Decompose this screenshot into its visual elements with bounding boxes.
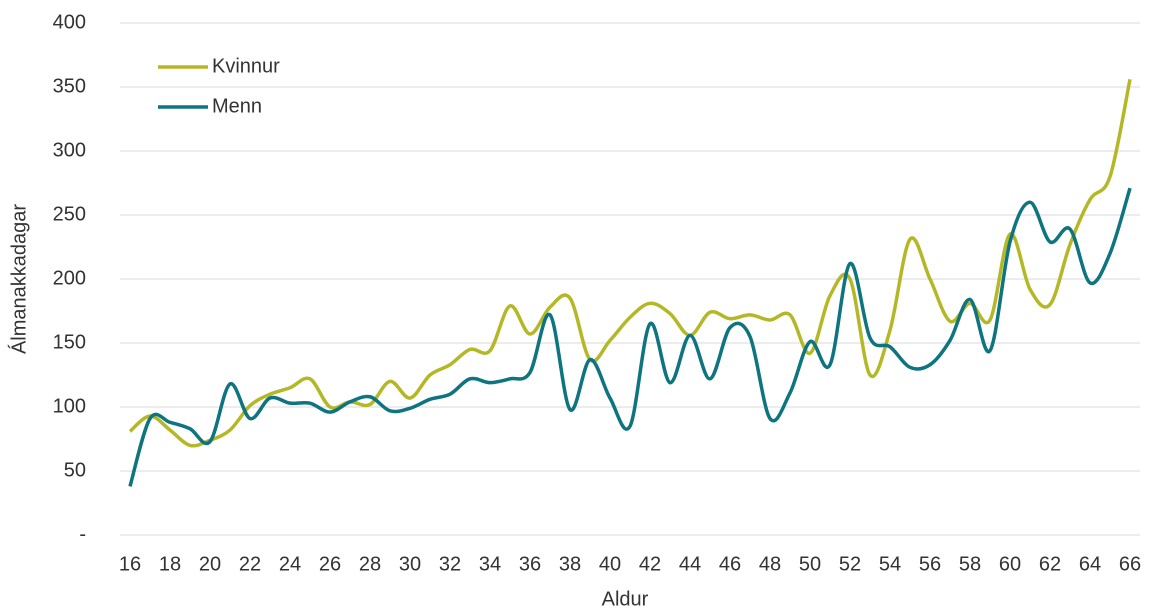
x-tick-label: 42	[639, 553, 661, 575]
y-tick-label: -	[79, 523, 86, 545]
line	[128, 187, 1132, 487]
x-tick-label: 40	[599, 553, 621, 575]
x-tick-label: 66	[1119, 553, 1141, 575]
x-tick-label: 58	[959, 553, 981, 575]
x-tick-label: 56	[919, 553, 941, 575]
y-tick-label: 250	[53, 203, 86, 225]
x-tick-label: 38	[559, 553, 581, 575]
x-tick-label: 44	[679, 553, 701, 575]
x-tick-label: 26	[319, 553, 341, 575]
legend-label: Kvinnur	[212, 55, 280, 77]
x-tick-label: 54	[879, 553, 901, 575]
x-tick-label: 34	[479, 553, 501, 575]
x-tick-label: 28	[359, 553, 381, 575]
y-tick-label: 400	[53, 11, 86, 33]
x-tick-label: 48	[759, 553, 781, 575]
y-tick-label: 300	[53, 139, 86, 161]
x-tick-label: 24	[279, 553, 301, 575]
x-tick-label: 36	[519, 553, 541, 575]
x-axis-label: Aldur	[602, 588, 649, 610]
x-tick-label: 52	[839, 553, 861, 575]
x-tick-label: 20	[199, 553, 221, 575]
y-tick-label: 150	[53, 331, 86, 353]
y-tick-label: 200	[53, 267, 86, 289]
y-tick-label: 350	[53, 75, 86, 97]
x-tick-label: 46	[719, 553, 741, 575]
x-tick-label: 18	[159, 553, 181, 575]
x-tick-label: 22	[239, 553, 261, 575]
y-tick-label: 50	[64, 459, 86, 481]
x-tick-label: 64	[1079, 553, 1101, 575]
x-tick-label: 32	[439, 553, 461, 575]
x-tick-label: 16	[119, 553, 141, 575]
x-tick-label: 62	[1039, 553, 1061, 575]
x-tick-label: 50	[799, 553, 821, 575]
y-axis-label: Álmanakkadagar	[7, 204, 30, 354]
x-tick-label: 30	[399, 553, 421, 575]
line	[128, 78, 1132, 448]
y-tick-label: 100	[53, 395, 86, 417]
legend-label: Menn	[212, 95, 262, 117]
x-tick-label: 60	[999, 553, 1021, 575]
